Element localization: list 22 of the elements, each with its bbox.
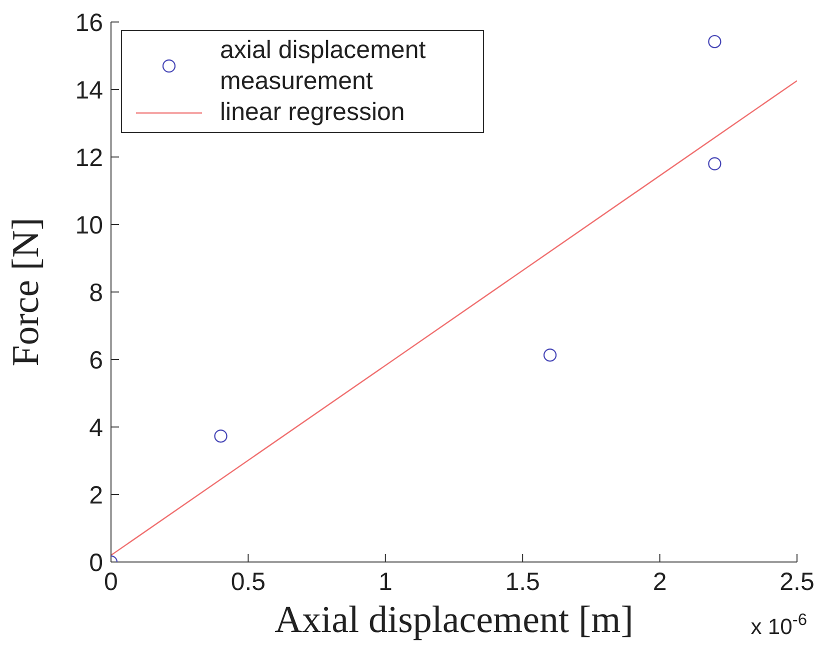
y-tick-label: 0 (89, 548, 103, 577)
point (708, 34, 722, 48)
point (543, 348, 557, 362)
x-tick-label: 2 (652, 568, 667, 596)
y-tick-label: 14 (75, 76, 104, 104)
y-tick-label: 16 (75, 8, 103, 37)
y-tick-label: 2 (89, 481, 103, 510)
x-tick-label: 2.5 (780, 568, 814, 596)
legend-label: linear regression (220, 97, 405, 128)
x-tick-label: 0.5 (230, 568, 266, 596)
y-tick-label: 12 (75, 144, 103, 172)
y-tick-label: 8 (89, 278, 103, 307)
y-tick-label: 6 (89, 346, 103, 374)
x-tick-label: 1 (378, 568, 392, 596)
y-tick-label: 4 (89, 414, 104, 442)
x-axis-title: Axial displacement [m] (274, 599, 634, 641)
y-axis-title: Force [N] (5, 218, 47, 366)
y-tick-label: 10 (75, 211, 103, 240)
text: x 10$^{-6}$ (750, 611, 807, 639)
point (708, 157, 722, 170)
x-tick-label: 1.5 (505, 568, 540, 596)
point (214, 430, 228, 443)
